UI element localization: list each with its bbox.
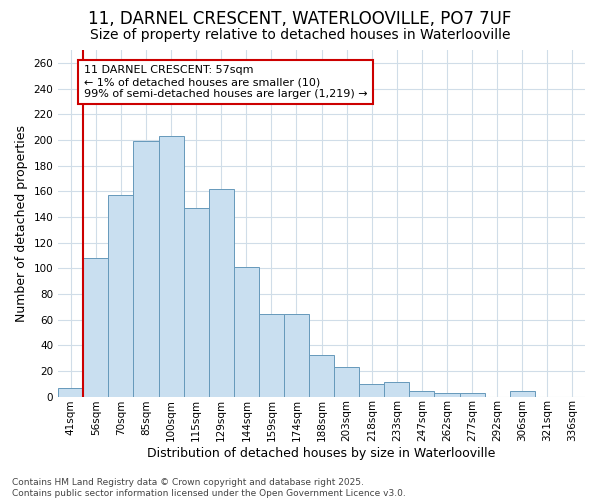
- Bar: [158, 136, 184, 396]
- Text: 11, DARNEL CRESCENT, WATERLOOVILLE, PO7 7UF: 11, DARNEL CRESCENT, WATERLOOVILLE, PO7 …: [88, 10, 512, 28]
- Bar: [309, 356, 334, 397]
- Text: Size of property relative to detached houses in Waterlooville: Size of property relative to detached ho…: [90, 28, 510, 42]
- Bar: [83, 258, 109, 396]
- Bar: [434, 392, 460, 396]
- Y-axis label: Number of detached properties: Number of detached properties: [15, 125, 28, 322]
- Bar: [259, 314, 284, 396]
- X-axis label: Distribution of detached houses by size in Waterlooville: Distribution of detached houses by size …: [148, 447, 496, 460]
- Bar: [184, 208, 209, 396]
- Text: 11 DARNEL CRESCENT: 57sqm
← 1% of detached houses are smaller (10)
99% of semi-d: 11 DARNEL CRESCENT: 57sqm ← 1% of detach…: [84, 66, 367, 98]
- Bar: [334, 367, 359, 396]
- Bar: [284, 314, 309, 396]
- Bar: [409, 392, 434, 396]
- Bar: [460, 392, 485, 396]
- Bar: [385, 382, 409, 396]
- Bar: [209, 188, 234, 396]
- Bar: [510, 392, 535, 396]
- Bar: [58, 388, 83, 396]
- Bar: [109, 195, 133, 396]
- Bar: [133, 141, 158, 397]
- Bar: [234, 267, 259, 396]
- Text: Contains HM Land Registry data © Crown copyright and database right 2025.
Contai: Contains HM Land Registry data © Crown c…: [12, 478, 406, 498]
- Bar: [359, 384, 385, 396]
